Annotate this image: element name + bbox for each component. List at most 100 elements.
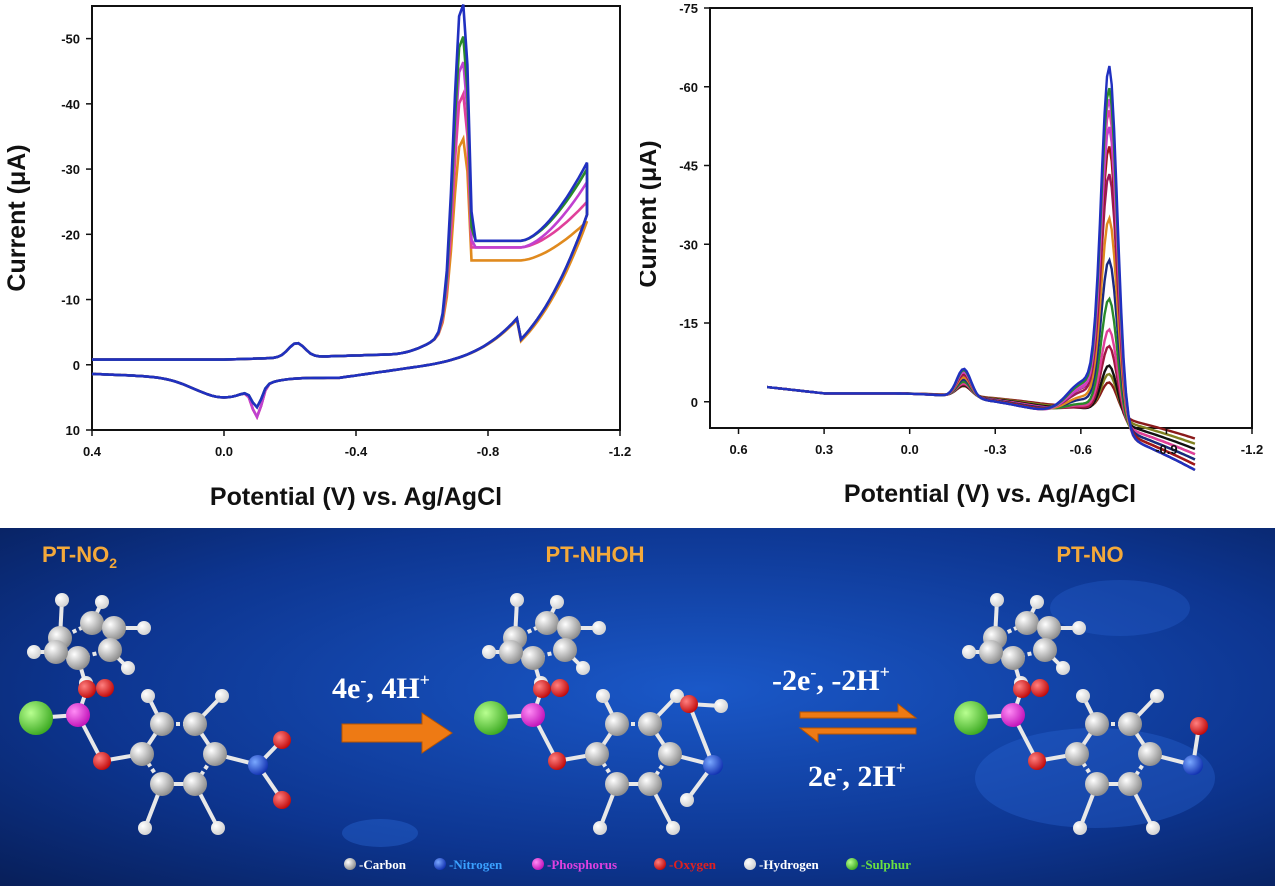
atom-h-icon bbox=[510, 593, 524, 607]
legend-label: -Phosphorus bbox=[547, 857, 617, 872]
atom-c-icon bbox=[1033, 638, 1057, 662]
atom-h-icon bbox=[1146, 821, 1160, 835]
atom-h-icon bbox=[211, 821, 225, 835]
legend-label: -Sulphur bbox=[861, 857, 911, 872]
atom-o-icon bbox=[1190, 717, 1208, 735]
dpv-series-line bbox=[766, 65, 1196, 472]
atom-o-icon bbox=[93, 752, 111, 770]
atom-o-icon bbox=[654, 858, 666, 870]
cv-series-line bbox=[91, 89, 589, 421]
x-tick-group: 0.4 0.0 -0.4 -0.8 -1.2 bbox=[83, 430, 631, 459]
y-tick-label: 10 bbox=[66, 423, 80, 438]
y-tick-group: -50 -40 -30 -20 -10 0 10 bbox=[61, 32, 92, 438]
cv-series-line bbox=[91, 36, 589, 410]
x-tick-group: 0.6 0.3 0.0 -0.3 -0.6 -0.9 -1.2 bbox=[729, 428, 1263, 457]
atom-s-icon bbox=[19, 701, 53, 735]
x-tick-label: -0.3 bbox=[984, 442, 1006, 457]
atom-h-icon bbox=[1030, 595, 1044, 609]
x-tick-label: 0.0 bbox=[215, 444, 233, 459]
y-tick-label: -30 bbox=[61, 162, 80, 177]
y-tick-label: -10 bbox=[61, 293, 80, 308]
atom-h-icon bbox=[1076, 689, 1090, 703]
x-tick-label: -0.8 bbox=[477, 444, 499, 459]
y-tick-label: -40 bbox=[61, 97, 80, 112]
atom-o-icon bbox=[1013, 680, 1031, 698]
atom-p-icon bbox=[532, 858, 544, 870]
atom-h-icon bbox=[1150, 689, 1164, 703]
x-tick-label: -0.4 bbox=[345, 444, 368, 459]
atom-h-icon bbox=[55, 593, 69, 607]
dpv-series-line bbox=[766, 344, 1196, 456]
atom-o-icon bbox=[680, 695, 698, 713]
atom-o-icon bbox=[533, 680, 551, 698]
legend-label: -Nitrogen bbox=[449, 857, 503, 872]
atom-h-icon bbox=[962, 645, 976, 659]
forward-arrow-label: 4e-, 4H+ bbox=[332, 670, 430, 705]
atom-h-icon bbox=[593, 821, 607, 835]
atom-h-icon bbox=[596, 689, 610, 703]
atom-h-icon bbox=[482, 645, 496, 659]
atom-c-icon bbox=[499, 640, 523, 664]
forward-arrow-icon bbox=[341, 712, 453, 754]
x-tick-label: 0.3 bbox=[815, 442, 833, 457]
label-pt-no2: PT-NO2 bbox=[42, 542, 117, 571]
plot-frame bbox=[709, 7, 1253, 429]
dpv-series-line bbox=[766, 296, 1196, 461]
atom-c-icon bbox=[1085, 772, 1109, 796]
legend-label: -Hydrogen bbox=[759, 857, 819, 872]
atom-h-icon bbox=[550, 595, 564, 609]
atom-p-icon bbox=[521, 703, 545, 727]
atom-c-icon bbox=[44, 640, 68, 664]
atom-p-icon bbox=[1001, 703, 1025, 727]
atom-s-icon bbox=[474, 701, 508, 735]
atom-c-icon bbox=[98, 638, 122, 662]
atom-h-icon bbox=[1072, 621, 1086, 635]
dpv-series-line bbox=[766, 327, 1196, 456]
y-tick-label: -45 bbox=[679, 159, 698, 174]
cv-chart: 0.4 0.0 -0.4 -0.8 -1.2 -50 -40 -30 -20 -10 0 10 Po… bbox=[3, 4, 631, 511]
atom-h-icon bbox=[990, 593, 1004, 607]
x-tick-label: -1.2 bbox=[609, 444, 631, 459]
atom-c-icon bbox=[102, 616, 126, 640]
dpv-series-line bbox=[766, 87, 1196, 472]
equilibrium-forward-arrow-icon bbox=[799, 702, 918, 719]
dpv-series-line bbox=[766, 98, 1196, 472]
atom-c-icon bbox=[1065, 742, 1089, 766]
label-pt-no: PT-NO bbox=[1056, 542, 1123, 567]
y-tick-label: -30 bbox=[679, 237, 698, 252]
atom-c-icon bbox=[183, 712, 207, 736]
label-pt-nhoh: PT-NHOH bbox=[546, 542, 645, 567]
molecule-pt-no bbox=[954, 593, 1208, 835]
y-tick-label: -75 bbox=[679, 1, 698, 16]
atom-n-icon bbox=[434, 858, 446, 870]
atom-c-icon bbox=[553, 638, 577, 662]
dpv-series-line bbox=[766, 146, 1196, 466]
atom-c-icon bbox=[150, 712, 174, 736]
bond-line bbox=[687, 703, 715, 766]
atom-c-icon bbox=[130, 742, 154, 766]
atom-o-icon bbox=[273, 791, 291, 809]
atom-c-icon bbox=[521, 646, 545, 670]
bubble-decoration bbox=[342, 819, 418, 847]
atom-c-icon bbox=[1138, 742, 1162, 766]
atom-o-icon bbox=[551, 679, 569, 697]
series-group bbox=[766, 65, 1196, 472]
atom-c-icon bbox=[638, 772, 662, 796]
series-group bbox=[91, 4, 589, 421]
atom-c-icon bbox=[344, 858, 356, 870]
atom-h-icon bbox=[95, 595, 109, 609]
atom-h-icon bbox=[680, 793, 694, 807]
atom-s-icon bbox=[846, 858, 858, 870]
y-axis-title: Current (μA) bbox=[640, 140, 662, 287]
atom-n-icon bbox=[248, 755, 268, 775]
atom-h-icon bbox=[714, 699, 728, 713]
y-tick-label: -20 bbox=[61, 227, 80, 242]
x-tick-label: -0.6 bbox=[1070, 442, 1092, 457]
cv-series-line bbox=[91, 134, 589, 421]
x-axis-title: Potential (V) vs. Ag/AgCl bbox=[210, 483, 502, 511]
x-tick-label: -1.2 bbox=[1241, 442, 1263, 457]
atom-n-icon bbox=[703, 755, 723, 775]
dpv-chart: 0.6 0.3 0.0 -0.3 -0.6 -0.9 -1.2 -75 -60 -45 -30 -1… bbox=[640, 1, 1263, 508]
y-tick-group: -75 -60 -45 -30 -15 0 bbox=[679, 1, 710, 410]
atom-o-icon bbox=[548, 752, 566, 770]
